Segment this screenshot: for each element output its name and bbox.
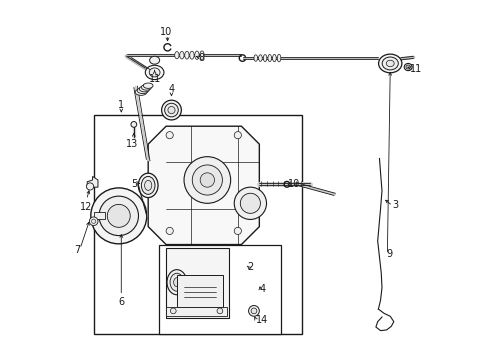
Text: 9: 9 <box>387 248 393 258</box>
Text: 10: 10 <box>160 27 172 37</box>
Bar <box>177 275 223 307</box>
Bar <box>166 307 227 316</box>
Polygon shape <box>166 248 229 318</box>
Ellipse shape <box>254 276 265 288</box>
Text: 7: 7 <box>74 245 80 255</box>
Ellipse shape <box>165 103 178 117</box>
Text: 1: 1 <box>118 100 124 110</box>
Ellipse shape <box>144 83 153 88</box>
Circle shape <box>184 157 231 203</box>
Ellipse shape <box>141 176 155 194</box>
Ellipse shape <box>167 270 187 295</box>
Circle shape <box>217 308 223 314</box>
Bar <box>95 116 302 334</box>
Ellipse shape <box>180 51 184 59</box>
Text: 3: 3 <box>392 200 398 210</box>
Circle shape <box>234 187 267 220</box>
Circle shape <box>171 308 176 314</box>
Ellipse shape <box>131 122 137 127</box>
Text: 6: 6 <box>118 297 124 307</box>
Ellipse shape <box>254 55 258 61</box>
Ellipse shape <box>195 51 199 59</box>
Ellipse shape <box>145 180 152 190</box>
Ellipse shape <box>268 54 271 62</box>
Ellipse shape <box>277 54 281 62</box>
Ellipse shape <box>138 173 158 198</box>
Circle shape <box>239 264 245 270</box>
Circle shape <box>166 132 173 139</box>
Ellipse shape <box>379 54 402 73</box>
Circle shape <box>251 308 257 314</box>
Bar <box>95 212 105 220</box>
Text: 12: 12 <box>80 202 93 212</box>
Ellipse shape <box>135 89 147 95</box>
Ellipse shape <box>200 51 204 59</box>
Ellipse shape <box>173 278 180 287</box>
Ellipse shape <box>149 56 160 64</box>
Circle shape <box>248 306 259 316</box>
Ellipse shape <box>382 57 398 70</box>
Circle shape <box>234 227 242 234</box>
Ellipse shape <box>259 55 262 62</box>
Ellipse shape <box>175 51 179 59</box>
Ellipse shape <box>272 54 276 62</box>
Text: 2: 2 <box>247 262 253 272</box>
Ellipse shape <box>263 55 267 62</box>
Ellipse shape <box>139 86 150 92</box>
Ellipse shape <box>137 87 148 94</box>
Polygon shape <box>148 126 259 244</box>
Text: 10: 10 <box>288 179 300 189</box>
Circle shape <box>200 173 215 187</box>
Text: 8: 8 <box>198 53 204 63</box>
Text: 11: 11 <box>410 64 422 74</box>
Ellipse shape <box>146 65 164 80</box>
Text: 14: 14 <box>256 315 268 325</box>
Text: 4: 4 <box>169 84 174 94</box>
Text: 13: 13 <box>126 139 138 149</box>
Circle shape <box>240 193 260 213</box>
Circle shape <box>166 227 173 234</box>
Circle shape <box>99 196 139 235</box>
Ellipse shape <box>168 107 175 114</box>
Text: 11: 11 <box>148 74 161 84</box>
Circle shape <box>234 132 242 139</box>
Ellipse shape <box>170 273 184 291</box>
Circle shape <box>89 217 98 226</box>
Ellipse shape <box>404 63 412 71</box>
Circle shape <box>92 219 96 224</box>
Text: 4: 4 <box>259 284 266 294</box>
Ellipse shape <box>162 100 181 120</box>
Ellipse shape <box>386 60 394 67</box>
Ellipse shape <box>406 65 410 69</box>
Circle shape <box>192 165 222 195</box>
Text: 5: 5 <box>131 179 137 189</box>
Polygon shape <box>87 176 98 187</box>
Ellipse shape <box>185 51 189 59</box>
Circle shape <box>107 204 130 227</box>
Bar <box>159 244 281 334</box>
Circle shape <box>91 188 147 244</box>
Ellipse shape <box>149 68 160 77</box>
Ellipse shape <box>190 51 194 59</box>
Ellipse shape <box>141 85 151 90</box>
Circle shape <box>236 261 247 272</box>
Circle shape <box>87 183 94 190</box>
Ellipse shape <box>251 274 268 291</box>
